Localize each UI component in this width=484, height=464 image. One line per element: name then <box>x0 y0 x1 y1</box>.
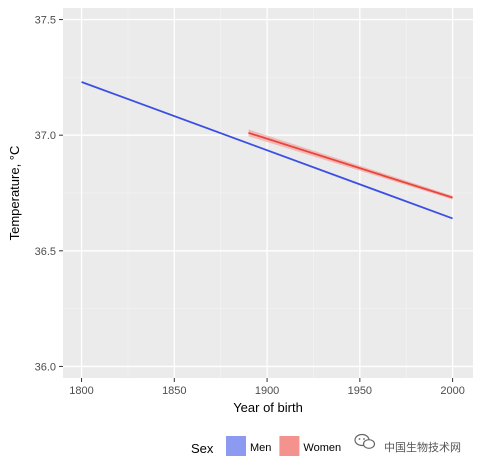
x-tick-label: 1850 <box>162 385 186 397</box>
legend-title: Sex <box>191 441 214 456</box>
watermark: 中国生物技术网 <box>354 433 461 454</box>
x-tick-label: 1900 <box>255 385 279 397</box>
legend: Sex Men Women <box>191 436 341 456</box>
y-tick-label: 36.0 <box>35 361 56 373</box>
watermark-text: 中国生物技术网 <box>384 440 461 454</box>
x-tick-label: 1950 <box>348 385 372 397</box>
series-line-men <box>81 81 453 220</box>
x-tick-label: 1800 <box>69 385 93 397</box>
tick-labels: 1800 1850 1900 1950 2000 36.0 36.5 37.0 37.5 <box>35 15 465 397</box>
y-tick-label: 37.5 <box>35 15 56 27</box>
legend-label-men: Men <box>250 442 271 454</box>
series-line-women <box>248 132 453 199</box>
legend-key-men <box>226 436 246 456</box>
series-lines <box>81 81 453 220</box>
x-axis-title: Year of birth <box>233 400 303 415</box>
y-tick-label: 37.0 <box>35 130 56 142</box>
y-axis-title: Temperature, °C <box>7 146 22 241</box>
grid-major <box>63 8 473 378</box>
grid-minor <box>63 8 473 378</box>
x-tick-label: 2000 <box>440 385 464 397</box>
legend-label-women: Women <box>303 442 341 454</box>
y-tick-label: 36.5 <box>35 246 56 258</box>
axis-ticks <box>59 19 454 382</box>
legend-key-women <box>279 436 300 456</box>
wechat-icon <box>354 433 376 449</box>
legend-items: Men Women <box>226 436 341 456</box>
